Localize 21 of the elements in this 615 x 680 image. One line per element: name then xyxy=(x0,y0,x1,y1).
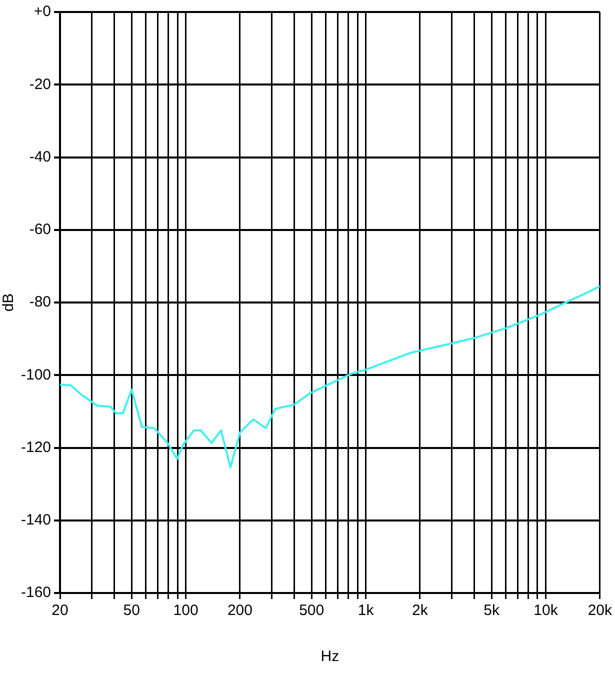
x-axis-title: Hz xyxy=(320,648,340,666)
x-tick-label: 20k xyxy=(588,602,612,620)
x-tick-label: 20 xyxy=(52,602,68,620)
y-tick-label: -120 xyxy=(20,438,52,456)
x-tick-label: 2k xyxy=(412,602,428,620)
y-tick-label: -40 xyxy=(29,148,52,166)
x-tick-label: 100 xyxy=(173,602,198,620)
y-axis-title: dB xyxy=(0,293,18,312)
x-tick-label: 5k xyxy=(484,602,500,620)
y-tick-label: -20 xyxy=(29,76,52,93)
y-tick-label: -160 xyxy=(20,584,52,602)
x-tick-label: 50 xyxy=(123,602,140,620)
y-tick-label: -100 xyxy=(20,366,52,384)
x-tick-label: 200 xyxy=(227,602,252,620)
x-tick-label: 500 xyxy=(299,602,324,620)
y-tick-label: -80 xyxy=(29,294,52,311)
x-tick-label: 1k xyxy=(358,602,374,620)
y-tick-label: -60 xyxy=(29,221,52,238)
y-tick-label: -140 xyxy=(20,512,52,529)
x-tick-label: 10k xyxy=(534,602,558,620)
y-tick-label: +0 xyxy=(34,3,52,20)
